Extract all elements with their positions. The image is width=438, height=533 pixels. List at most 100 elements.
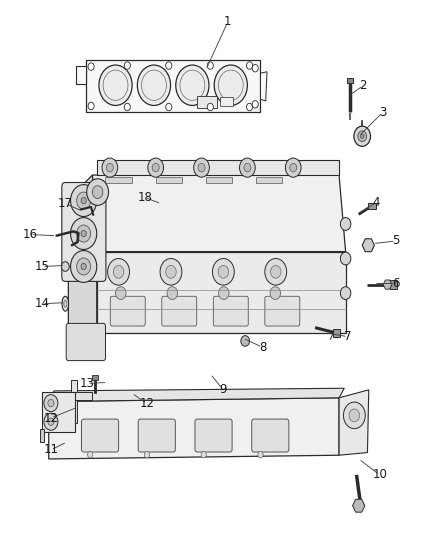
Circle shape [340, 217, 351, 230]
Text: 4: 4 [372, 196, 380, 209]
Circle shape [349, 409, 360, 422]
FancyBboxPatch shape [66, 324, 106, 361]
Circle shape [48, 399, 54, 407]
Circle shape [265, 259, 287, 285]
Text: 8: 8 [259, 341, 266, 354]
Bar [197, 96, 217, 108]
Text: 5: 5 [392, 235, 399, 247]
Text: 13: 13 [80, 377, 95, 390]
Circle shape [218, 265, 229, 278]
Circle shape [148, 158, 163, 177]
Text: 17: 17 [58, 197, 73, 211]
Circle shape [106, 164, 113, 172]
FancyBboxPatch shape [138, 419, 175, 452]
Circle shape [152, 164, 159, 172]
Circle shape [77, 225, 91, 242]
Circle shape [167, 287, 177, 300]
Circle shape [87, 179, 109, 205]
Ellipse shape [64, 300, 67, 307]
Polygon shape [64, 175, 97, 278]
Bar [92, 375, 98, 380]
Bar [51, 392, 92, 400]
Bar [206, 177, 232, 182]
Circle shape [270, 287, 281, 300]
Bar [256, 177, 283, 182]
Circle shape [88, 63, 94, 70]
Polygon shape [97, 160, 339, 175]
FancyBboxPatch shape [195, 419, 232, 452]
Circle shape [241, 336, 250, 346]
Circle shape [77, 192, 91, 209]
Circle shape [81, 197, 86, 204]
Bar [40, 429, 44, 442]
Circle shape [214, 65, 247, 106]
Circle shape [81, 230, 86, 237]
Circle shape [92, 185, 103, 198]
Circle shape [343, 402, 365, 429]
Text: 10: 10 [372, 469, 387, 481]
Circle shape [194, 158, 209, 177]
Text: 6: 6 [392, 277, 399, 290]
Circle shape [116, 287, 126, 300]
Circle shape [88, 451, 93, 458]
Circle shape [247, 62, 253, 69]
Ellipse shape [62, 296, 69, 311]
Polygon shape [92, 175, 346, 252]
Bar [347, 78, 353, 83]
Circle shape [81, 263, 86, 270]
Circle shape [138, 65, 170, 106]
Text: 7: 7 [344, 330, 352, 343]
Text: 3: 3 [379, 106, 386, 119]
FancyBboxPatch shape [62, 182, 106, 281]
Circle shape [166, 62, 172, 69]
Bar [71, 380, 77, 423]
Circle shape [290, 164, 297, 172]
FancyBboxPatch shape [252, 419, 289, 452]
Polygon shape [339, 390, 369, 455]
FancyBboxPatch shape [110, 296, 145, 326]
Text: 15: 15 [35, 260, 49, 273]
Circle shape [124, 103, 131, 111]
Circle shape [244, 164, 251, 172]
Text: 12: 12 [139, 397, 155, 410]
Bar [220, 98, 233, 106]
Circle shape [71, 251, 97, 282]
Circle shape [44, 394, 58, 411]
Bar [42, 392, 75, 432]
Bar [368, 203, 376, 209]
Circle shape [102, 158, 118, 177]
Text: 11: 11 [43, 443, 58, 456]
Circle shape [71, 217, 97, 249]
Bar [333, 329, 340, 337]
Polygon shape [76, 67, 86, 84]
Circle shape [44, 413, 58, 430]
Circle shape [88, 102, 94, 110]
Polygon shape [261, 72, 267, 101]
Text: 2: 2 [359, 79, 367, 92]
Circle shape [77, 258, 91, 275]
Circle shape [286, 158, 301, 177]
Text: 18: 18 [138, 191, 152, 204]
Circle shape [340, 252, 351, 265]
Circle shape [48, 418, 54, 425]
Circle shape [207, 62, 213, 69]
Bar [106, 177, 132, 182]
Text: 12: 12 [43, 411, 58, 424]
Circle shape [219, 287, 229, 300]
Bar [155, 177, 182, 182]
Circle shape [166, 103, 172, 111]
Bar [86, 60, 261, 112]
Polygon shape [49, 388, 344, 401]
Circle shape [124, 62, 131, 69]
Circle shape [258, 451, 263, 458]
Text: 1: 1 [224, 15, 231, 28]
Circle shape [247, 103, 253, 111]
Circle shape [207, 103, 213, 111]
FancyBboxPatch shape [265, 296, 300, 326]
FancyBboxPatch shape [213, 296, 248, 326]
Circle shape [198, 164, 205, 172]
Circle shape [340, 287, 351, 300]
Circle shape [212, 259, 234, 285]
Circle shape [113, 265, 124, 278]
Bar [390, 280, 397, 289]
